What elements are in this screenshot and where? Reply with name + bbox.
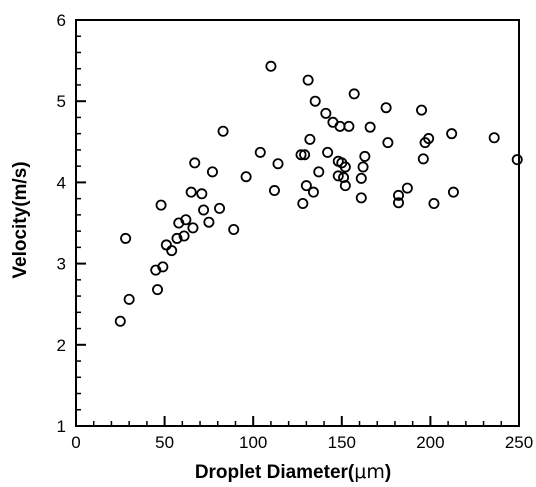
y-tick-label: 4 bbox=[57, 173, 66, 192]
data-points bbox=[114, 60, 523, 327]
data-point bbox=[228, 223, 240, 235]
data-point bbox=[416, 104, 428, 116]
data-point bbox=[320, 107, 332, 119]
data-point bbox=[268, 185, 280, 197]
data-point bbox=[189, 157, 201, 169]
data-point bbox=[152, 284, 164, 296]
data-point bbox=[334, 120, 346, 132]
data-point bbox=[307, 186, 319, 198]
data-point bbox=[185, 186, 197, 198]
data-point bbox=[401, 182, 413, 194]
plot-border bbox=[75, 19, 520, 427]
major-ticks bbox=[75, 19, 520, 427]
data-point bbox=[265, 60, 277, 72]
data-point bbox=[240, 171, 252, 183]
data-point bbox=[393, 197, 405, 209]
data-point bbox=[339, 161, 351, 173]
data-point bbox=[302, 74, 314, 86]
data-point bbox=[332, 170, 344, 182]
x-tick-label: 250 bbox=[505, 433, 533, 452]
data-point bbox=[511, 154, 523, 166]
data-point bbox=[355, 192, 367, 204]
data-point bbox=[309, 95, 321, 107]
data-point bbox=[120, 232, 132, 244]
data-point bbox=[157, 261, 169, 273]
y-tick-label: 2 bbox=[57, 336, 66, 355]
plot-frame bbox=[75, 19, 520, 427]
data-point bbox=[155, 199, 167, 211]
data-point bbox=[304, 133, 316, 145]
data-point bbox=[393, 189, 405, 201]
x-tick-label: 50 bbox=[155, 433, 174, 452]
x-axis-title-prefix: Droplet Diameter( bbox=[195, 462, 355, 483]
y-tick-label: 5 bbox=[57, 92, 66, 111]
data-point bbox=[446, 128, 458, 140]
minor-ticks bbox=[76, 35, 503, 426]
x-tick-label: 200 bbox=[416, 433, 444, 452]
data-point bbox=[423, 133, 435, 145]
data-point bbox=[198, 204, 210, 216]
data-point bbox=[364, 121, 376, 133]
data-point bbox=[428, 198, 440, 210]
data-point bbox=[322, 146, 334, 158]
data-point bbox=[299, 149, 311, 161]
x-axis-title-unit: μm bbox=[354, 461, 385, 483]
y-axis-title: Velocity(m/s) bbox=[10, 161, 31, 278]
x-tick-label: 100 bbox=[239, 433, 267, 452]
x-tick-labels: 0 50 100 150 200 250 bbox=[71, 433, 533, 452]
data-point bbox=[382, 137, 394, 149]
data-point bbox=[166, 245, 178, 257]
x-tick-label: 150 bbox=[328, 433, 356, 452]
data-point bbox=[343, 120, 355, 132]
data-point bbox=[297, 198, 309, 210]
x-axis-title-suffix: ) bbox=[385, 462, 391, 483]
data-point bbox=[447, 186, 459, 198]
data-point bbox=[488, 132, 500, 144]
data-point bbox=[380, 102, 392, 114]
data-point bbox=[300, 180, 312, 192]
y-tick-labels: 1 2 3 4 5 6 bbox=[57, 11, 66, 436]
data-point bbox=[203, 216, 215, 228]
data-point bbox=[123, 293, 135, 305]
data-point bbox=[160, 239, 172, 251]
x-axis-title: Droplet Diameter(μm) bbox=[195, 461, 391, 483]
data-point bbox=[217, 125, 229, 137]
data-point bbox=[339, 180, 351, 192]
data-point bbox=[187, 222, 199, 234]
y-tick-label: 6 bbox=[57, 11, 66, 30]
data-point bbox=[357, 161, 369, 173]
data-point bbox=[254, 146, 266, 158]
data-point bbox=[214, 202, 226, 214]
data-point bbox=[355, 172, 367, 184]
data-point bbox=[348, 88, 360, 100]
data-point bbox=[196, 188, 208, 200]
data-point bbox=[206, 166, 218, 178]
data-point bbox=[178, 230, 190, 242]
data-point bbox=[313, 166, 325, 178]
data-point bbox=[272, 158, 284, 170]
data-point bbox=[295, 149, 307, 161]
y-tick-label: 3 bbox=[57, 255, 66, 274]
y-tick-label: 1 bbox=[57, 417, 66, 436]
data-point bbox=[171, 232, 183, 244]
data-point bbox=[180, 214, 192, 226]
data-point bbox=[114, 315, 126, 327]
x-tick-label: 0 bbox=[71, 433, 80, 452]
data-point bbox=[417, 153, 429, 165]
data-point bbox=[359, 150, 371, 162]
